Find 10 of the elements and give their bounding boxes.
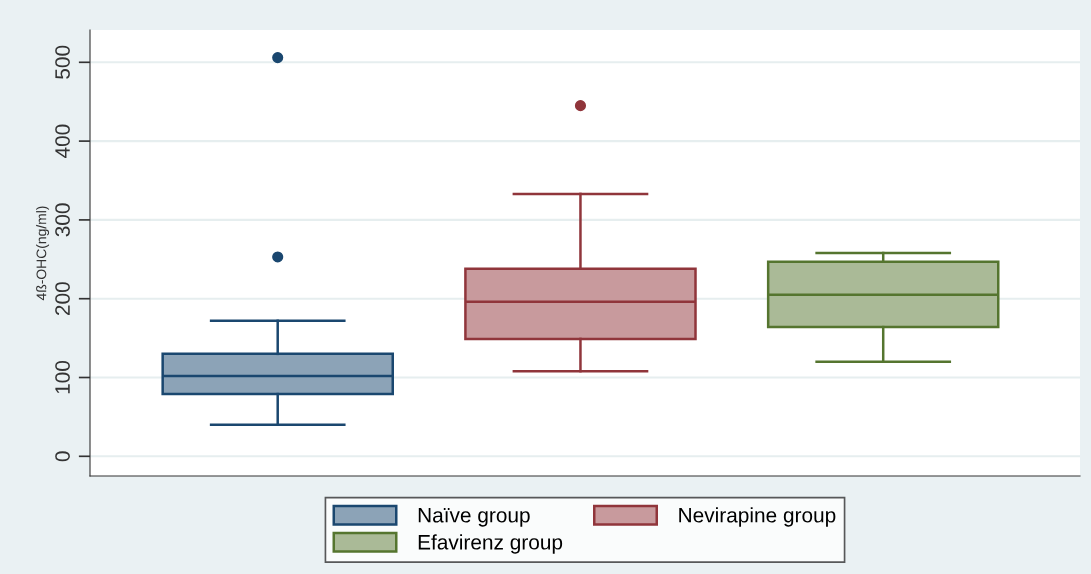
y-tick-label: 100 [55,360,70,394]
legend-label: Nevirapine group [679,507,836,527]
legend-label: Efavirenz group [418,534,563,554]
y-axis-title: 4ß-OHC(ng/ml) [36,206,50,301]
y-tick-label: 200 [55,282,70,316]
y-tick-label: 400 [55,124,70,159]
y-tick-label: 300 [55,203,70,237]
legend-label: Naïve group [418,508,530,527]
y-tick-label: 500 [55,45,70,79]
y-tick-label: 0 [55,451,70,462]
